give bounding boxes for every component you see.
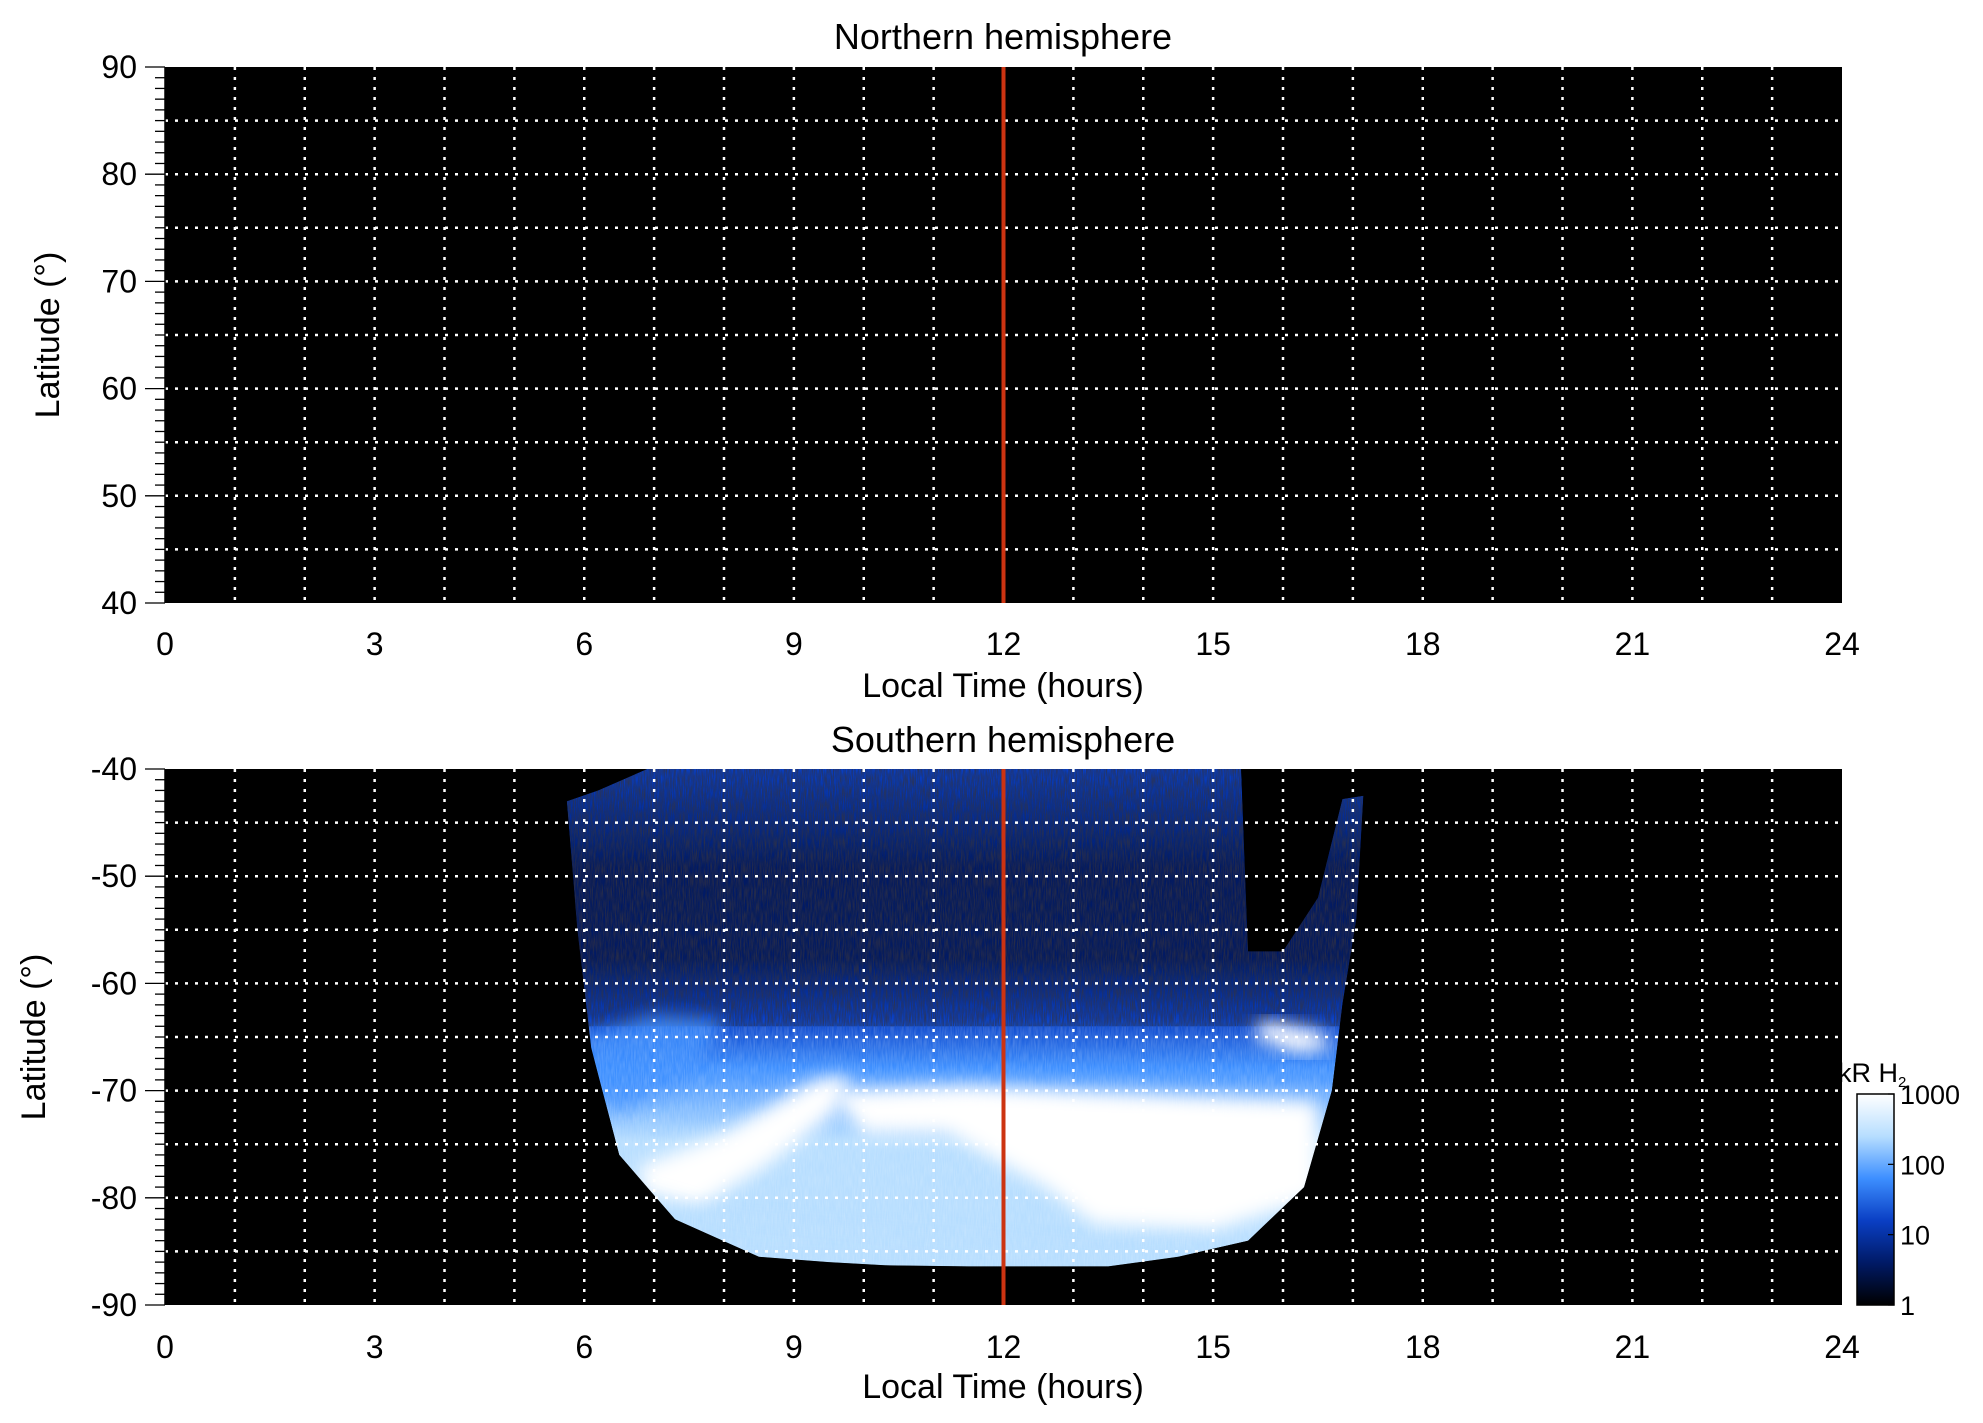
- northern-y-tick-label: 90: [101, 49, 137, 85]
- southern-y-tick-label: -70: [91, 1073, 137, 1109]
- northern-x-tick-label: 9: [785, 626, 803, 662]
- colorbar-ticks: 1 10 100 1000: [1888, 1080, 1960, 1321]
- northern-x-axis: 0 3 6 9 12 15 18 21 24: [156, 626, 1860, 662]
- southern-x-tick-label: 0: [156, 1329, 174, 1365]
- colorbar-tick-label: 10: [1900, 1221, 1930, 1251]
- northern-y-tick-label: 80: [101, 156, 137, 192]
- northern-y-tick-label: 60: [101, 371, 137, 407]
- colorbar: kR H2 1 10 100 1000: [1838, 1058, 1960, 1321]
- northern-y-tick-label: 50: [101, 478, 137, 514]
- southern-y-axis-label: Latitude (°): [15, 954, 53, 1121]
- northern-x-tick-label: 18: [1405, 626, 1441, 662]
- southern-y-tick-label: -40: [91, 751, 137, 787]
- southern-x-tick-label: 12: [986, 1329, 1022, 1365]
- northern-y-axis-label: Latitude (°): [29, 252, 67, 419]
- northern-y-axis: 40 50 60 70 80 90: [101, 49, 166, 621]
- colorbar-label: kR H2: [1838, 1058, 1906, 1091]
- aurora-coverage: [566, 769, 1364, 1267]
- northern-x-tick-label: 3: [366, 626, 384, 662]
- northern-x-tick-label: 12: [986, 626, 1022, 662]
- colorbar-tick-label: 1: [1900, 1291, 1915, 1321]
- southern-x-tick-label: 18: [1405, 1329, 1441, 1365]
- southern-x-tick-label: 24: [1824, 1329, 1860, 1365]
- northern-panel-title: Northern hemisphere: [834, 16, 1172, 57]
- southern-y-tick-label: -80: [91, 1180, 137, 1216]
- colorbar-label-subscript: 2: [1898, 1074, 1906, 1091]
- northern-hemisphere-panel: Northern hemisphere 40 50 60 70 80 90 0 3 6 9 12 1…: [29, 16, 1860, 705]
- southern-y-tick-label: -50: [91, 858, 137, 894]
- southern-y-tick-label: -60: [91, 965, 137, 1001]
- northern-x-tick-label: 15: [1195, 626, 1231, 662]
- northern-x-axis-label: Local Time (hours): [862, 667, 1144, 705]
- southern-y-tick-label: -90: [91, 1287, 137, 1323]
- colorbar-tick-label: 1000: [1900, 1080, 1960, 1110]
- southern-x-axis-label: Local Time (hours): [862, 1368, 1144, 1406]
- colorbar-tick-label: 100: [1900, 1150, 1945, 1180]
- southern-hemisphere-panel: Southern hemisphere -40 -50 -60 -70 -80 -90 0…: [15, 719, 1860, 1406]
- northern-x-tick-label: 24: [1824, 626, 1860, 662]
- southern-x-tick-label: 9: [785, 1329, 803, 1365]
- colorbar-label-main: kR H: [1838, 1058, 1898, 1088]
- northern-x-tick-label: 21: [1615, 626, 1651, 662]
- northern-y-tick-label: 70: [101, 263, 137, 299]
- northern-x-tick-label: 6: [575, 626, 593, 662]
- southern-panel-title: Southern hemisphere: [831, 719, 1175, 760]
- colorbar-gradient: [1856, 1093, 1895, 1306]
- aurora-streaks: [566, 769, 1364, 1267]
- southern-x-tick-label: 21: [1615, 1329, 1651, 1365]
- southern-y-axis: -40 -50 -60 -70 -80 -90: [91, 751, 166, 1323]
- southern-x-axis: 0 3 6 9 12 15 18 21 24: [156, 1329, 1860, 1365]
- northern-y-tick-label: 40: [101, 585, 137, 621]
- southern-x-tick-label: 15: [1195, 1329, 1231, 1365]
- northern-x-tick-label: 0: [156, 626, 174, 662]
- southern-x-tick-label: 3: [366, 1329, 384, 1365]
- southern-aurora-emission: [566, 769, 1364, 1267]
- southern-x-tick-label: 6: [575, 1329, 593, 1365]
